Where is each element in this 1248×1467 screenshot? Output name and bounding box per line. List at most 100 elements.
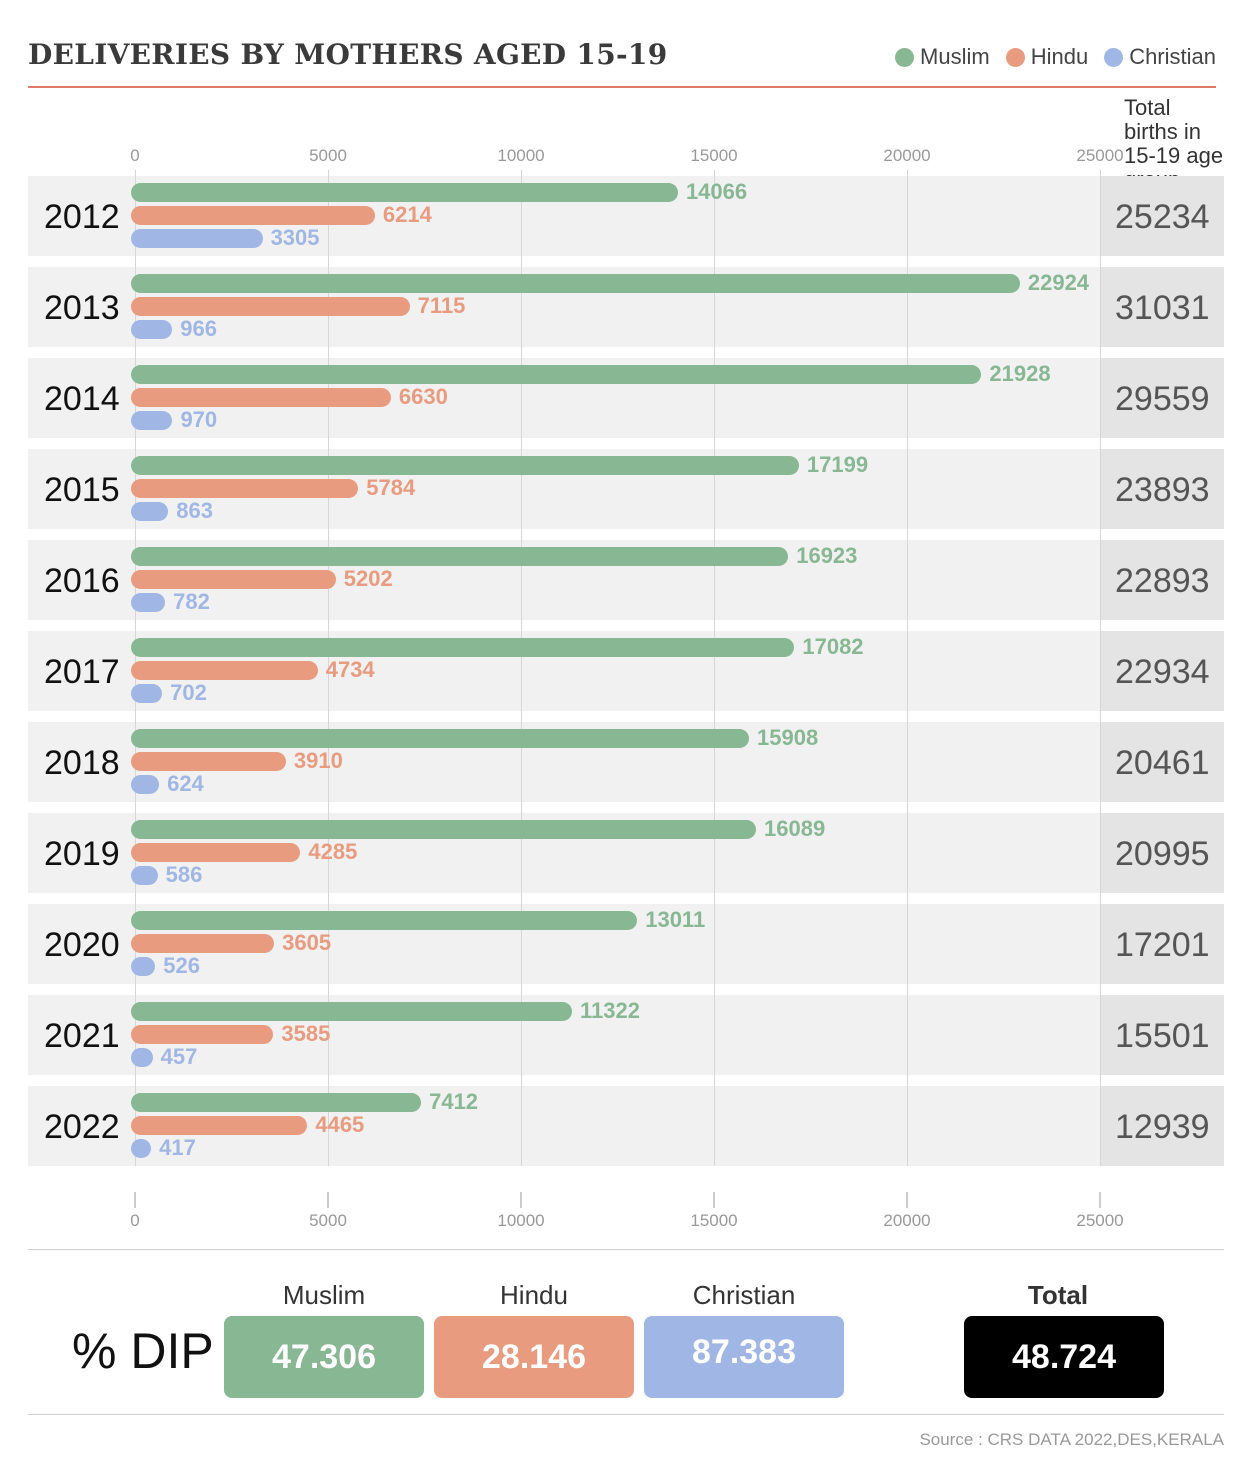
year-label: 2022 xyxy=(44,1108,120,1146)
year-label: 2014 xyxy=(44,380,120,418)
data-label-christian-2019: 586 xyxy=(165,862,203,887)
total-births-value: 17201 xyxy=(1115,926,1210,964)
legend-item-christian: Christian xyxy=(1104,44,1216,70)
data-label-muslim-2019: 16089 xyxy=(764,816,826,841)
year-label: 2020 xyxy=(44,926,120,964)
total-cell xyxy=(1100,813,1224,893)
data-label-christian-2020: 526 xyxy=(163,953,201,978)
chart-title: DELIVERIES BY MOTHERS AGED 15-19 xyxy=(28,38,668,71)
x-axis-top: 0 5000 10000 15000 20000 25000 xyxy=(0,146,1248,166)
bar-hindu-2021 xyxy=(131,1025,274,1044)
bar-christian-2014 xyxy=(131,411,173,430)
total-cell xyxy=(1100,904,1224,984)
dip-label: % DIP xyxy=(72,1323,214,1379)
data-label-hindu-2016: 5202 xyxy=(343,566,393,591)
data-label-christian-2015: 863 xyxy=(176,498,214,523)
bar-hindu-2017 xyxy=(131,661,318,680)
bar-christian-2021 xyxy=(131,1048,153,1067)
bar-muslim-2017 xyxy=(131,638,795,657)
bar-hindu-2015 xyxy=(131,479,359,498)
year-row-2022: 2022 12939 xyxy=(28,1086,1224,1166)
year-row-2016: 2016 22893 xyxy=(28,540,1224,620)
dip-value-total: 48.724 xyxy=(964,1316,1164,1398)
legend-dot-muslim xyxy=(895,47,915,67)
gridline-25000 xyxy=(1100,170,1101,1166)
section-divider-bottom xyxy=(28,1414,1224,1415)
year-label: 2019 xyxy=(44,835,120,873)
data-label-christian-2018: 624 xyxy=(167,771,204,796)
gridline-10000 xyxy=(521,170,522,1166)
tick-mark-0 xyxy=(134,1192,136,1208)
year-label: 2021 xyxy=(44,1017,120,1055)
x-tick-label-20000: 20000 xyxy=(883,1211,931,1230)
x-tick-label-15000: 15000 xyxy=(690,146,738,165)
gridline-5000 xyxy=(328,170,329,1166)
bar-muslim-2016 xyxy=(131,547,789,566)
data-label-christian-2022: 417 xyxy=(159,1135,196,1160)
year-row-2018: 2018 20461 xyxy=(28,722,1224,802)
total-cell xyxy=(1100,722,1224,802)
bar-muslim-2014 xyxy=(131,365,982,384)
total-cell xyxy=(1100,267,1224,347)
total-births-value: 20461 xyxy=(1115,744,1210,782)
legend-dot-christian xyxy=(1104,47,1124,67)
tick-mark-5000 xyxy=(327,1192,329,1208)
x-tick-label-10000: 10000 xyxy=(497,1211,545,1230)
year-label: 2012 xyxy=(44,198,120,236)
bar-christian-2022 xyxy=(131,1139,152,1158)
data-label-hindu-2014: 6630 xyxy=(398,384,448,409)
dip-heading-christian: Christian xyxy=(692,1280,796,1310)
bar-hindu-2019 xyxy=(131,843,301,862)
data-label-hindu-2015: 5784 xyxy=(366,475,416,500)
total-births-value: 22893 xyxy=(1115,562,1210,600)
x-tick-label-0: 0 xyxy=(130,146,140,165)
data-label-muslim-2020: 13011 xyxy=(645,907,706,932)
year-row-2021: 2021 15501 xyxy=(28,995,1224,1075)
total-births-value: 15501 xyxy=(1115,1017,1210,1055)
bar-christian-2018 xyxy=(131,775,160,794)
year-row-2020: 2020 17201 xyxy=(28,904,1224,984)
tick-mark-20000 xyxy=(906,1192,908,1208)
dip-value-christian: 87.383 xyxy=(644,1316,844,1398)
data-label-muslim-2022: 7412 xyxy=(429,1089,479,1114)
year-row-2015: 2015 23893 xyxy=(28,449,1224,529)
bar-muslim-2015 xyxy=(131,456,799,475)
year-label: 2017 xyxy=(44,653,120,691)
legend-label-muslim: Muslim xyxy=(920,44,990,69)
bar-christian-2013 xyxy=(131,320,173,339)
data-label-hindu-2019: 4285 xyxy=(308,839,358,864)
legend-item-muslim: Muslim xyxy=(895,44,990,70)
bar-christian-2017 xyxy=(131,684,163,703)
year-row-2013: 2013 31031 xyxy=(28,267,1224,347)
bar-muslim-2013 xyxy=(131,274,1020,293)
bar-muslim-2018 xyxy=(131,729,750,748)
gridline-20000 xyxy=(907,170,908,1166)
tick-mark-25000 xyxy=(1099,1192,1101,1208)
total-cell xyxy=(1100,631,1224,711)
data-label-hindu-2012: 6214 xyxy=(382,202,432,227)
bar-christian-2020 xyxy=(131,957,156,976)
total-births-value: 25234 xyxy=(1115,198,1210,236)
x-tick-label-15000: 15000 xyxy=(690,1211,738,1230)
data-label-muslim-2016: 16923 xyxy=(796,543,858,568)
year-label: 2018 xyxy=(44,744,120,782)
title-divider xyxy=(28,86,1216,88)
x-axis-bottom: 0 5000 10000 15000 20000 25000 xyxy=(0,1211,1248,1231)
dip-heading-muslim: Muslim xyxy=(282,1280,366,1310)
x-tick-label-20000: 20000 xyxy=(883,146,931,165)
total-births-value: 29559 xyxy=(1115,380,1210,418)
bar-muslim-2020 xyxy=(131,911,638,930)
bar-christian-2012 xyxy=(131,229,263,248)
data-label-muslim-2015: 17199 xyxy=(806,452,869,477)
data-label-hindu-2021: 3585 xyxy=(281,1021,331,1046)
year-row-2012: 2012 25234 xyxy=(28,176,1224,256)
data-label-muslim-2017: 17082 xyxy=(802,634,864,659)
legend-item-hindu: Hindu xyxy=(1005,44,1088,70)
year-row-2017: 2017 22934 xyxy=(28,631,1224,711)
data-label-christian-2017: 702 xyxy=(170,680,207,705)
total-births-value: 12939 xyxy=(1115,1108,1210,1146)
gridline-0 xyxy=(135,170,136,1166)
bar-muslim-2021 xyxy=(131,1002,573,1021)
dip-heading-hindu: Hindu xyxy=(500,1280,568,1310)
